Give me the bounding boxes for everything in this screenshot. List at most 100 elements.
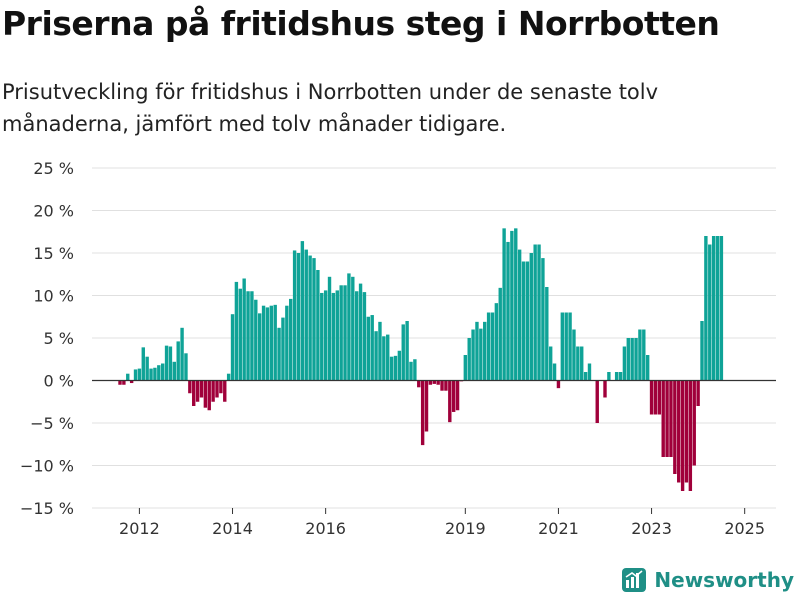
bar (688, 380, 693, 491)
bar (529, 253, 533, 381)
y-tick-label: −5 % (30, 414, 74, 433)
bar (219, 380, 223, 394)
bar (281, 317, 285, 381)
bar (502, 228, 506, 381)
bar (203, 380, 208, 408)
x-tick-label: 2021 (538, 519, 579, 538)
bar (176, 341, 180, 381)
bar (424, 380, 429, 432)
bar (149, 368, 153, 381)
bar (257, 313, 262, 381)
x-tick-label: 2016 (305, 519, 346, 538)
bar (261, 305, 266, 381)
bar (238, 288, 242, 381)
bar (552, 363, 557, 381)
bar (420, 380, 425, 446)
annotations: 17 % (727, 0, 768, 4)
bar (129, 380, 134, 384)
bar (463, 355, 468, 381)
bar (444, 380, 448, 391)
bar (607, 372, 611, 381)
bar (289, 298, 293, 381)
x-tick-label: 2023 (631, 519, 672, 538)
bar (168, 346, 173, 381)
brand-logo: Newsworthy (622, 568, 794, 592)
bar (700, 321, 704, 381)
bar (692, 380, 696, 466)
bar (467, 338, 471, 381)
y-tick-label: 5 % (44, 329, 74, 348)
bar (514, 228, 518, 381)
bar (684, 380, 689, 483)
y-tick-label: −15 % (20, 499, 74, 518)
bar (133, 369, 138, 381)
bar (137, 368, 142, 381)
bar (242, 278, 246, 381)
bar (677, 380, 681, 483)
bar (389, 356, 394, 381)
bar (386, 334, 390, 381)
bar (316, 270, 320, 381)
y-tick-label: 15 % (33, 244, 74, 263)
bar (211, 380, 215, 402)
bar (351, 276, 355, 381)
bar (533, 244, 537, 381)
bar (657, 380, 662, 415)
bar (250, 291, 254, 381)
bar (184, 353, 188, 381)
bar (622, 346, 627, 381)
bar (323, 290, 328, 381)
bar (630, 338, 634, 381)
bar (704, 236, 708, 381)
bar (343, 285, 347, 381)
bar (455, 380, 460, 411)
bar (417, 380, 421, 388)
bar (277, 327, 281, 381)
bar (626, 338, 630, 381)
bar (564, 312, 568, 381)
bar (226, 373, 231, 381)
bar (475, 321, 479, 381)
bar (661, 380, 665, 457)
bar (638, 329, 642, 381)
bar (312, 258, 316, 381)
bar (207, 380, 211, 411)
bar (479, 328, 483, 381)
y-tick-label: 0 % (44, 372, 74, 391)
bar (556, 380, 561, 389)
y-tick-label: 20 % (33, 202, 74, 221)
bar (541, 258, 545, 381)
bar (498, 287, 502, 381)
bar (587, 363, 592, 381)
bar (122, 380, 126, 385)
bar (451, 380, 456, 412)
bar (393, 355, 398, 381)
chart-title: Priserna på fritidshus steg i Norrbotten (2, 4, 720, 43)
bar (378, 321, 382, 381)
bar (141, 347, 145, 381)
bar (195, 380, 200, 402)
bar (160, 363, 165, 381)
bar (308, 255, 312, 381)
x-tick-label: 2025 (724, 519, 765, 538)
bar (537, 244, 541, 381)
bar (649, 380, 654, 415)
x-tick-label: 2019 (445, 519, 486, 538)
bar (642, 329, 646, 381)
bar (440, 380, 444, 391)
bar (436, 380, 440, 385)
brand-name: Newsworthy (654, 568, 794, 592)
bar (432, 380, 436, 384)
bar (358, 283, 363, 381)
bar (172, 361, 177, 381)
bar (560, 312, 565, 381)
bar (409, 361, 413, 381)
bar (486, 312, 491, 381)
bar (164, 345, 169, 381)
bar (448, 380, 452, 423)
bar (521, 261, 526, 381)
bar (126, 373, 130, 381)
bar (653, 380, 658, 415)
bar (362, 292, 367, 381)
bar (215, 380, 219, 398)
